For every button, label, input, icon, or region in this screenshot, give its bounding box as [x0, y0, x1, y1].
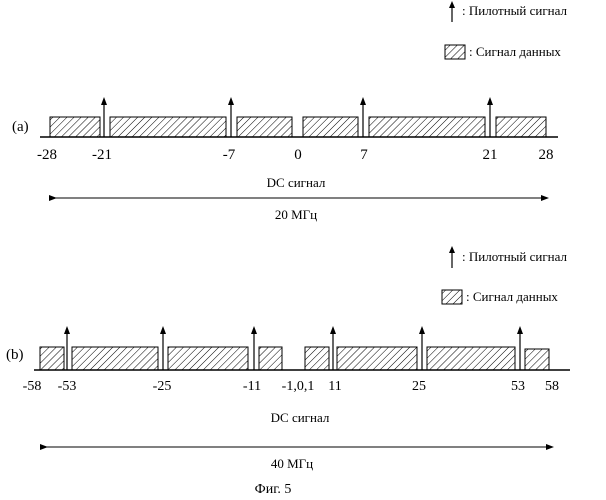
tick-label: -25	[153, 379, 172, 394]
pilot-arrow-icon	[64, 326, 70, 370]
bandwidth-label: 40 МГц	[271, 456, 313, 471]
pilot-arrow-icon	[101, 97, 107, 137]
panel-b-label: (b)	[6, 347, 24, 363]
tick-label: -58	[23, 379, 42, 394]
data-block	[71, 346, 159, 371]
tick-label: 28	[539, 147, 554, 163]
data-block	[336, 346, 418, 371]
data-block	[39, 346, 65, 371]
pilot-arrow-icon	[160, 326, 166, 370]
data-block	[524, 348, 550, 371]
panel-a-label: (a)	[12, 119, 29, 135]
data-block	[167, 346, 249, 371]
tick-label: 25	[412, 379, 426, 394]
legend-data-label: : Сигнал данных	[469, 44, 561, 59]
pilot-arrow-icon	[487, 97, 493, 137]
tick-label: -21	[92, 147, 112, 163]
legend-a: : Пилотный сигнал : Сигнал данных	[444, 1, 568, 60]
figure-caption: Фиг. 5	[255, 482, 292, 497]
data-block	[426, 346, 516, 371]
dc-signal-label: DC сигнал	[267, 175, 326, 190]
data-block	[258, 346, 283, 371]
panel-a: (a) -28 -21 -7 0 7 21 28 DC сигна	[12, 97, 558, 222]
tick-label: -1,0,1	[282, 379, 315, 394]
legend-pilot-label: : Пилотный сигнал	[462, 249, 568, 264]
pilot-arrow-icon	[419, 326, 425, 370]
data-block	[368, 116, 486, 138]
tick-label: -53	[58, 379, 77, 394]
pilot-arrow-icon	[517, 326, 523, 370]
tick-label: -28	[37, 147, 57, 163]
data-block	[304, 346, 330, 371]
data-block	[109, 116, 227, 138]
data-signal-swatch	[444, 44, 466, 60]
legend-pilot-label: : Пилотный сигнал	[462, 3, 568, 18]
tick-label: 53	[511, 379, 525, 394]
tick-label: 0	[294, 147, 302, 163]
legend-data-label: : Сигнал данных	[466, 289, 558, 304]
pilot-arrow-icon	[228, 97, 234, 137]
legend-b: : Пилотный сигнал : Сигнал данных	[441, 246, 568, 305]
pilot-arrow-icon	[449, 1, 455, 22]
data-block	[302, 116, 359, 138]
tick-label: 11	[328, 379, 341, 394]
panel-b: (b)	[6, 326, 570, 471]
pilot-arrow-icon	[449, 246, 455, 268]
data-signal-swatch	[441, 289, 463, 305]
tick-label: 21	[483, 147, 498, 163]
bandwidth-label: 20 МГц	[275, 207, 317, 222]
tick-label: -11	[243, 379, 261, 394]
pilot-arrow-icon	[251, 326, 257, 370]
tick-label: -7	[223, 147, 236, 163]
pilot-arrow-icon	[360, 97, 366, 137]
tick-label: 7	[360, 147, 368, 163]
pilot-arrow-icon	[330, 326, 336, 370]
data-block	[236, 116, 293, 138]
data-block	[49, 116, 101, 138]
dc-signal-label: DC сигнал	[271, 410, 330, 425]
data-block	[495, 116, 547, 138]
tick-label: 58	[545, 379, 559, 394]
